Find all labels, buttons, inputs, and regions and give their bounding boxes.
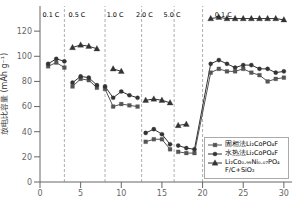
svg-text:20: 20 (22, 153, 32, 162)
svg-text:0.1 C: 0.1 C (42, 11, 59, 19)
svg-text:20: 20 (197, 189, 207, 198)
svg-text:1.0 C: 1.0 C (107, 11, 124, 19)
svg-text:5.0 C: 5.0 C (164, 11, 181, 19)
svg-text:10: 10 (116, 189, 126, 198)
svg-text:80: 80 (22, 77, 32, 86)
svg-text:放电比容量 (mAh g⁻¹): 放电比容量 (mAh g⁻¹) (8, 53, 9, 135)
svg-text:0.5 C: 0.5 C (68, 11, 85, 19)
svg-text:15: 15 (157, 189, 167, 198)
html-text:Li₂Co₀.₉₉Ni₀.₀₇PO₄F/C+SiO₂: Li₂Co₀.₉₉Ni₀.₀₇PO₄F/C+SiO₂ (225, 158, 280, 175)
svg-text:5: 5 (78, 189, 83, 198)
svg-text:40: 40 (22, 128, 32, 137)
svg-text:25: 25 (238, 189, 248, 198)
svg-text:120: 120 (17, 27, 32, 36)
svg-text:60: 60 (22, 102, 32, 111)
svg-text:30: 30 (279, 189, 289, 198)
svg-text:0: 0 (27, 178, 32, 187)
html-text:固相法Li₂CoPO₄F: 固相法Li₂CoPO₄F (225, 140, 278, 149)
svg-text:2.0 C: 2.0 C (136, 11, 153, 19)
html-text:水热法Li₂CoPO₄F: 水热法Li₂CoPO₄F (225, 149, 278, 158)
svg-text:0.1 C: 0.1 C (215, 11, 232, 19)
svg-text:0: 0 (37, 189, 42, 198)
svg-text:100: 100 (17, 52, 32, 61)
